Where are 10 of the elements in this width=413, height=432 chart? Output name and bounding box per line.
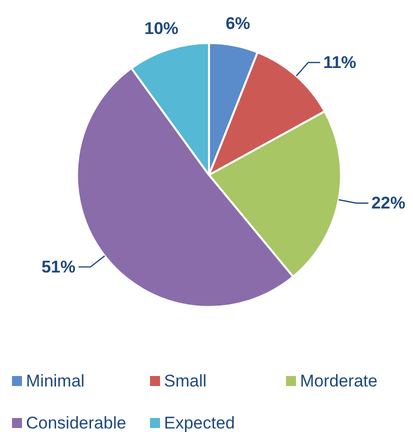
legend-label: Small [164,372,207,390]
data-label: 6% [226,14,250,34]
legend-label: Expected [164,414,235,432]
data-label: 22% [371,194,406,213]
legend-label: Morderate [300,372,378,390]
legend-label: Minimal [26,372,85,390]
data-label: 11% [323,52,356,72]
data-label: 10% [144,19,178,38]
data-label: 51% [41,257,76,276]
legend-label: Considerable [26,414,126,432]
